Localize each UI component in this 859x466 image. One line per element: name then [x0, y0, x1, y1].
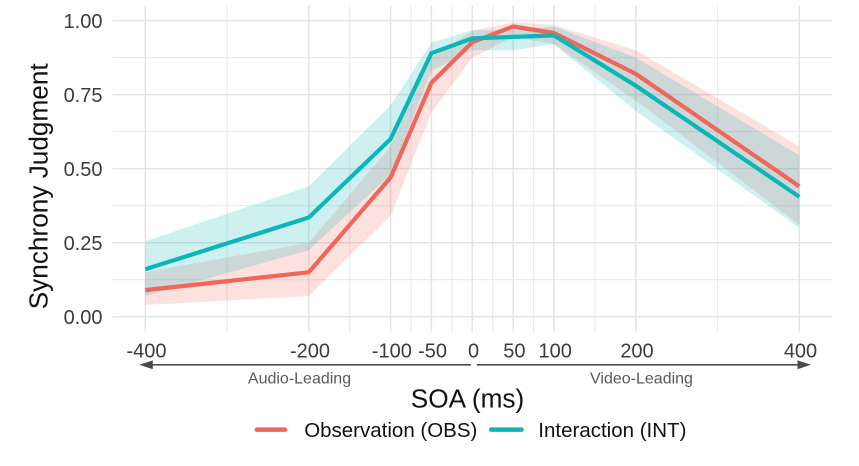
svg-text:1.00: 1.00: [64, 11, 103, 33]
svg-text:0.50: 0.50: [64, 159, 103, 181]
svg-text:0: 0: [468, 340, 479, 362]
svg-text:-100: -100: [372, 340, 412, 362]
svg-text:100: 100: [539, 340, 572, 362]
svg-text:-50: -50: [418, 340, 447, 362]
svg-text:50: 50: [503, 340, 525, 362]
svg-text:Video-Leading: Video-Leading: [590, 370, 693, 387]
svg-text:Audio-Leading: Audio-Leading: [248, 370, 351, 387]
svg-text:200: 200: [620, 340, 653, 362]
svg-text:Interaction (INT): Interaction (INT): [538, 419, 686, 442]
svg-text:0.75: 0.75: [64, 85, 103, 107]
svg-text:400: 400: [784, 340, 817, 362]
svg-text:Observation (OBS): Observation (OBS): [304, 419, 477, 442]
svg-text:SOA (ms): SOA (ms): [411, 384, 524, 414]
svg-text:-200: -200: [290, 340, 330, 362]
svg-text:0.00: 0.00: [64, 307, 103, 329]
svg-text:0.25: 0.25: [64, 233, 103, 255]
svg-text:Synchrony Judgment: Synchrony Judgment: [23, 63, 53, 310]
svg-text:-400: -400: [126, 340, 166, 362]
